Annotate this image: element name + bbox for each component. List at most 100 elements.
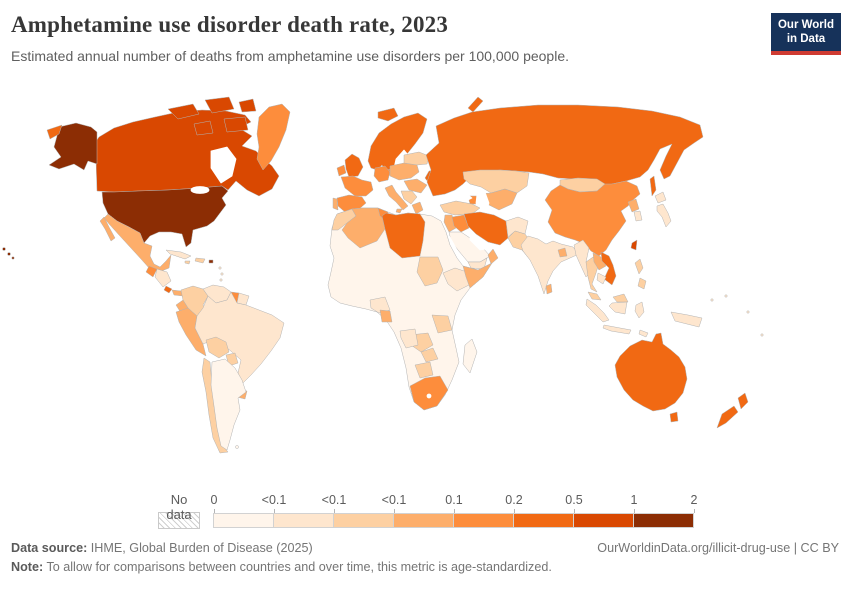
country-brazil[interactable] <box>194 291 285 384</box>
country-australia[interactable] <box>614 332 688 412</box>
lesser-antilles[interactable] <box>220 272 224 276</box>
country-new-zealand[interactable] <box>716 392 749 429</box>
country-greenland[interactable] <box>256 103 291 171</box>
country-arctic-islands[interactable] <box>167 96 257 136</box>
pacific-islands[interactable] <box>760 333 764 337</box>
country-bolivia[interactable] <box>205 336 230 359</box>
country-spain[interactable] <box>336 194 367 213</box>
country-japan[interactable] <box>654 191 672 228</box>
country-bangladesh[interactable] <box>557 247 568 258</box>
country-portugal[interactable] <box>332 197 339 211</box>
country-uk[interactable] <box>344 153 364 178</box>
country-greece[interactable] <box>411 201 424 215</box>
region-scandinavia[interactable] <box>367 112 428 173</box>
country-peru[interactable] <box>175 307 207 357</box>
hawaii-islands[interactable] <box>7 252 11 256</box>
country-oman[interactable] <box>487 248 499 265</box>
country-cuba[interactable] <box>165 249 192 260</box>
country-puerto-rico[interactable] <box>208 259 214 264</box>
country-alaska[interactable] <box>48 122 98 171</box>
country-iran[interactable] <box>463 211 509 246</box>
legend-tick-mark-3 <box>394 509 395 513</box>
country-argentina[interactable] <box>210 358 247 451</box>
no-data-hatch-swatch[interactable] <box>158 512 200 529</box>
country-russia-sakhalin[interactable] <box>649 175 657 197</box>
legend-no-data[interactable]: No data <box>158 492 200 529</box>
region-baltics-belarus[interactable] <box>403 151 430 166</box>
country-south-africa[interactable] <box>409 375 449 411</box>
country-ireland[interactable] <box>336 164 347 177</box>
country-jamaica[interactable] <box>184 260 191 265</box>
country-hispaniola[interactable] <box>194 257 206 264</box>
pacific-islands[interactable] <box>746 310 750 314</box>
country-australia-tasmania[interactable] <box>669 411 679 423</box>
country-usa[interactable] <box>101 185 229 248</box>
hawaii-islands[interactable] <box>11 256 15 260</box>
region-balkans[interactable] <box>400 190 418 205</box>
region-africa-base[interactable] <box>327 207 493 411</box>
country-madagascar[interactable] <box>462 338 478 374</box>
country-tanzania[interactable] <box>431 314 453 334</box>
legend-segment-4[interactable] <box>453 513 514 528</box>
country-taiwan[interactable] <box>630 239 638 251</box>
region-romania-hungary[interactable] <box>403 178 428 194</box>
hawaii-islands[interactable] <box>2 247 6 251</box>
owid-logo[interactable]: Our World in Data <box>771 13 841 55</box>
country-indonesia[interactable] <box>585 298 649 338</box>
country-gabon[interactable] <box>379 309 393 323</box>
country-south-korea[interactable] <box>633 210 643 222</box>
legend-segment-0[interactable] <box>213 513 274 528</box>
country-honduras-nicaragua[interactable] <box>154 268 172 288</box>
lesser-antilles[interactable] <box>219 278 223 282</box>
country-mexico[interactable] <box>103 213 172 273</box>
country-laos[interactable] <box>592 252 607 271</box>
country-zimbabwe[interactable] <box>420 347 439 363</box>
legend-segment-2[interactable] <box>333 513 394 528</box>
legend-segment-1[interactable] <box>273 513 334 528</box>
pacific-islands[interactable] <box>710 298 714 302</box>
country-sudan[interactable] <box>416 256 444 287</box>
country-italy[interactable] <box>384 184 409 214</box>
falkland-islands[interactable] <box>235 445 239 449</box>
owid-url-license[interactable]: OurWorldinData.org/illicit-drug-use | CC… <box>597 541 839 555</box>
world-map <box>2 96 764 454</box>
country-turkey[interactable] <box>439 200 481 216</box>
country-angola[interactable] <box>399 328 419 349</box>
legend-tick-mark-7 <box>634 509 635 513</box>
legend-segment-6[interactable] <box>573 513 634 528</box>
country-costa-rica[interactable] <box>163 285 173 294</box>
country-libya[interactable] <box>381 212 426 259</box>
country-mexico-baja[interactable] <box>99 216 116 242</box>
country-canada[interactable] <box>89 109 280 197</box>
legend-tick-mark-8 <box>694 509 695 513</box>
legend-tick-label-8: 2 <box>690 493 698 507</box>
country-malaysia[interactable] <box>587 291 629 303</box>
country-philippines[interactable] <box>634 258 647 290</box>
country-kazakhstan[interactable] <box>462 169 530 194</box>
country-yemen[interactable] <box>467 257 488 270</box>
legend-segment-3[interactable] <box>393 513 454 528</box>
legend-segment-7[interactable] <box>633 513 694 528</box>
country-china[interactable] <box>544 180 641 257</box>
country-algeria[interactable] <box>341 207 386 249</box>
country-vietnam[interactable] <box>600 251 617 286</box>
country-guatemala[interactable] <box>145 265 158 278</box>
country-somalia[interactable] <box>462 262 493 289</box>
country-france[interactable] <box>340 175 374 197</box>
pacific-islands[interactable] <box>724 294 728 298</box>
lesser-antilles[interactable] <box>218 266 222 270</box>
country-sri-lanka[interactable] <box>545 283 553 295</box>
legend-segment-5[interactable] <box>513 513 574 528</box>
country-russia-novaya-zemlya[interactable] <box>467 96 484 113</box>
data-source-label: Data source: <box>11 541 88 555</box>
country-botswana[interactable] <box>414 361 434 379</box>
country-iceland[interactable] <box>377 107 399 122</box>
country-papua-new-guinea[interactable] <box>670 311 703 328</box>
country-cambodia[interactable] <box>596 272 607 285</box>
country-russia-chukotka[interactable] <box>46 124 63 140</box>
country-north-korea[interactable] <box>627 198 640 213</box>
country-germany[interactable] <box>373 165 391 183</box>
region-central-europe[interactable] <box>389 162 420 181</box>
country-iraq[interactable] <box>451 214 470 233</box>
